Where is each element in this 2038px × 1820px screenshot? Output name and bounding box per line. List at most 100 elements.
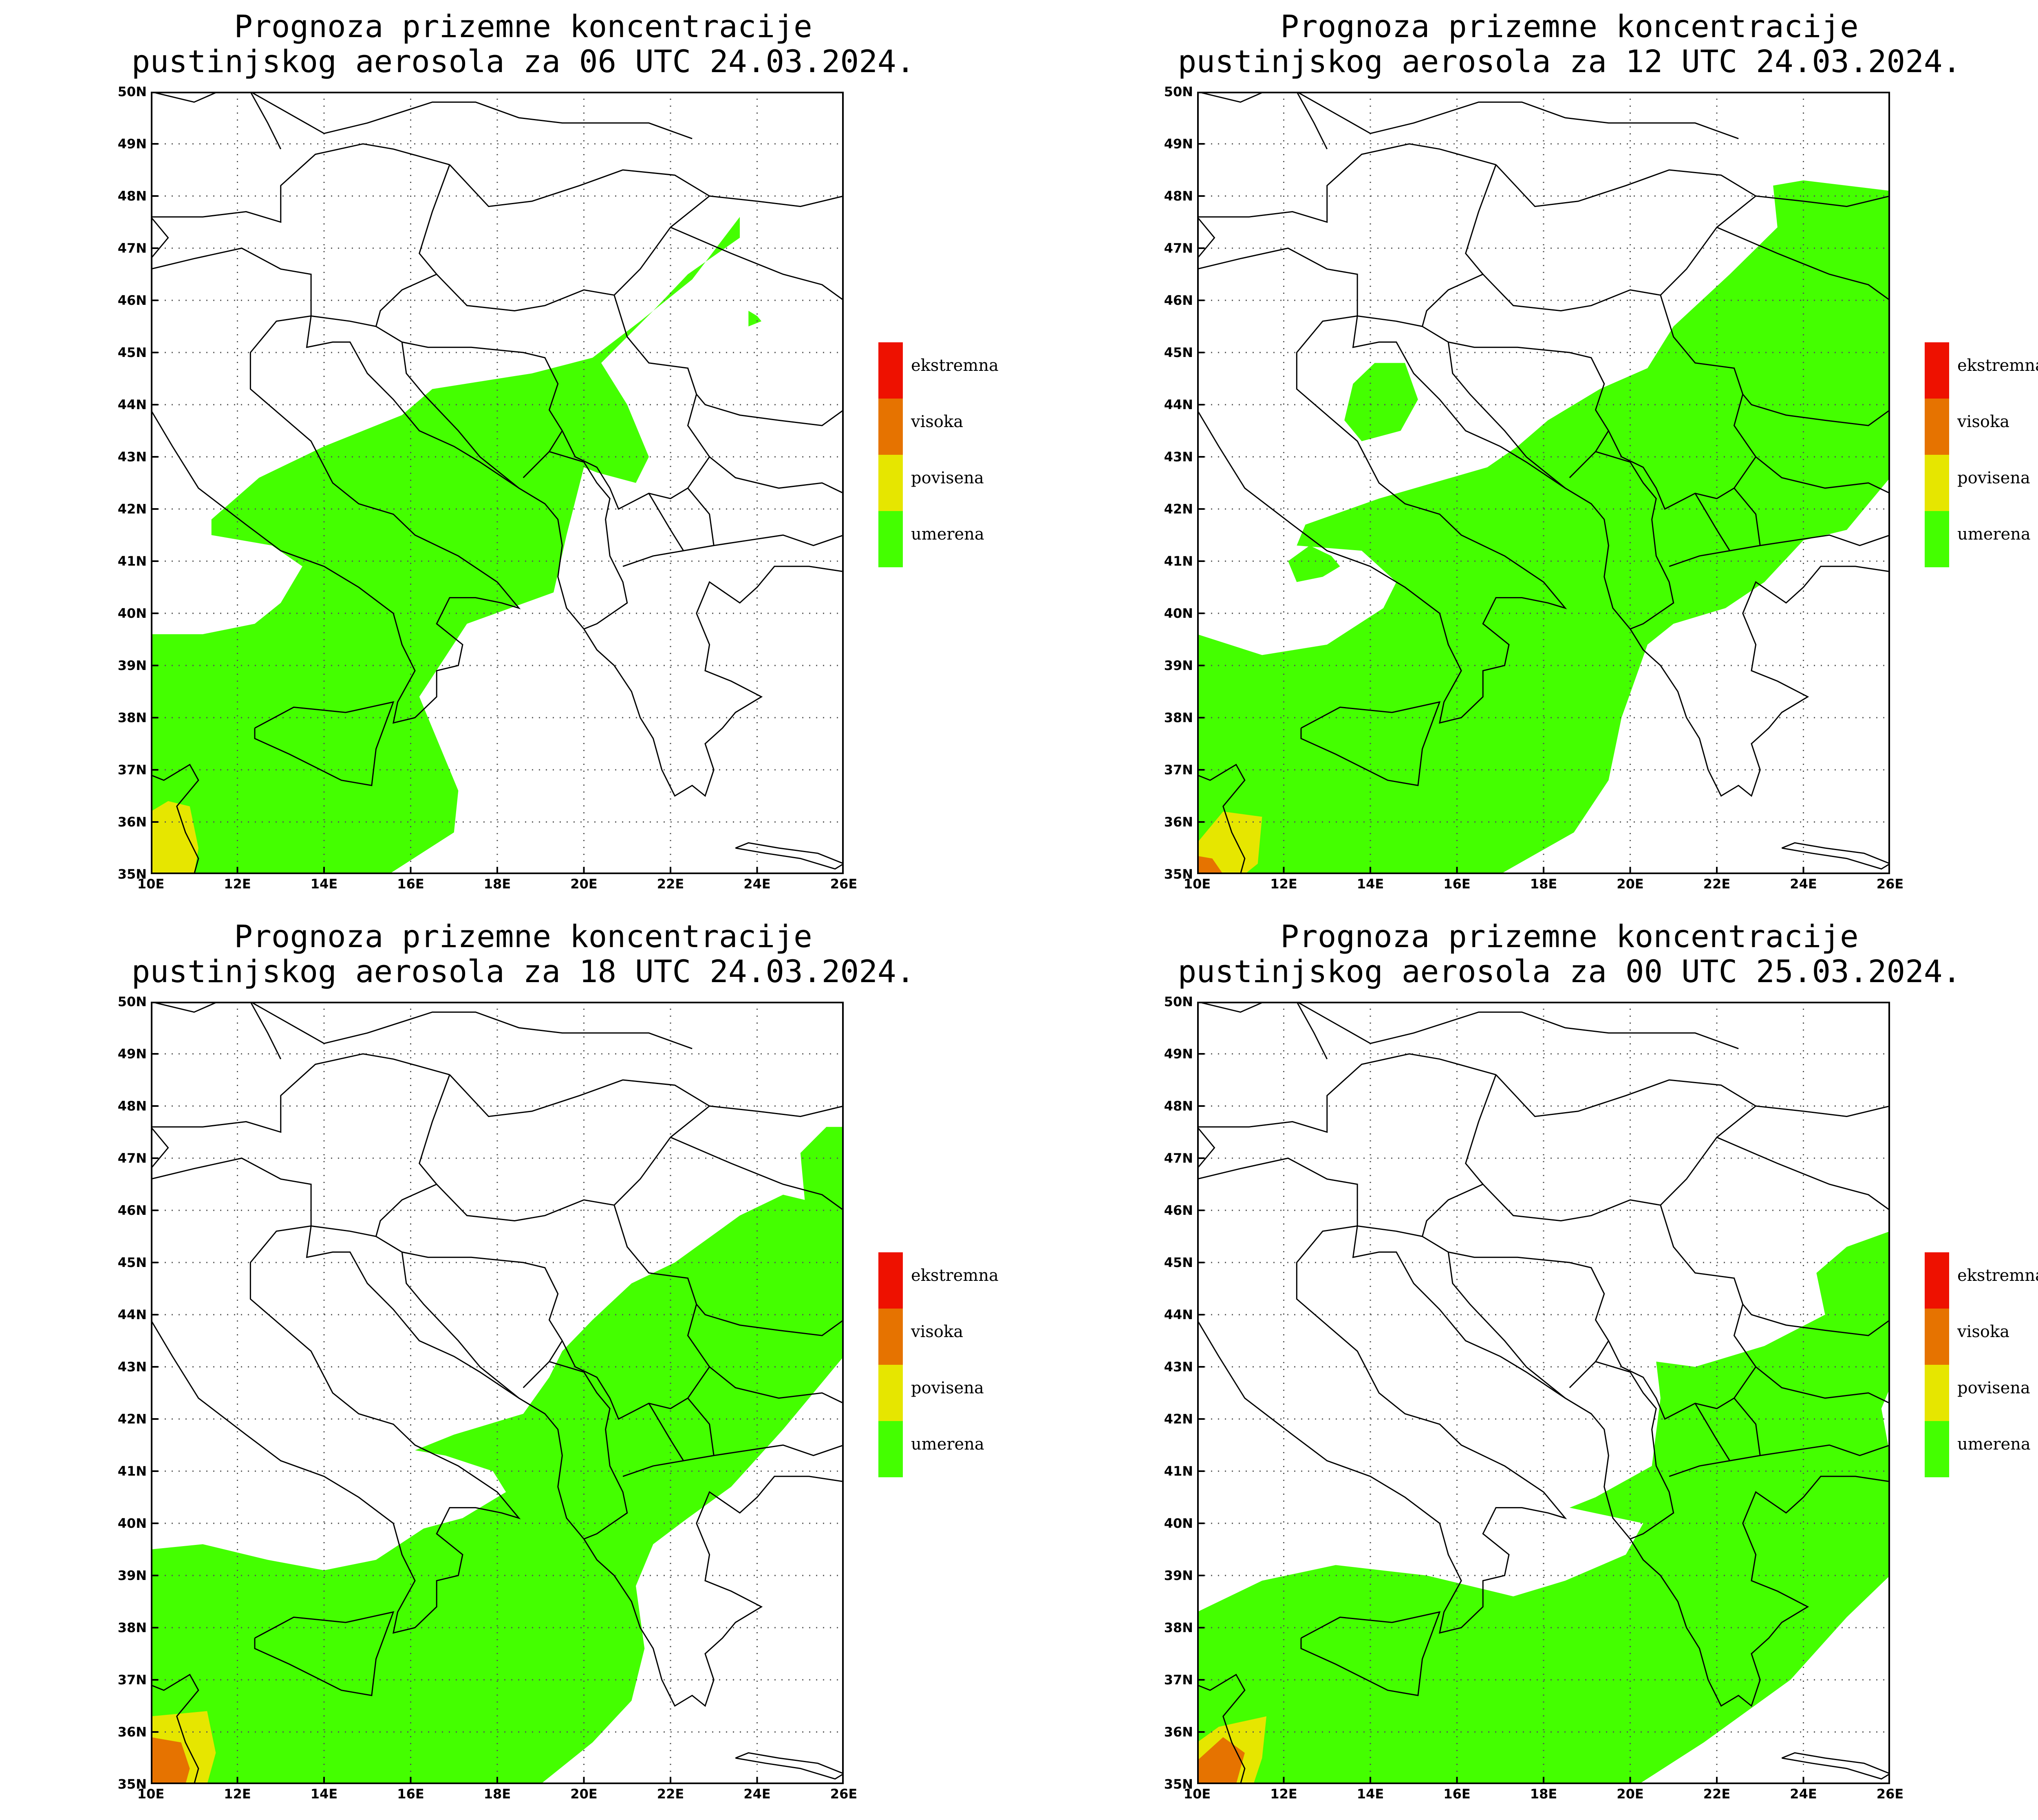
panel-title: Prognoza prizemne koncentracije pustinjs… [1046, 919, 2038, 989]
legend-label-visoka: visoka [1957, 1322, 2010, 1341]
coast-border-line [1716, 227, 1890, 301]
title-line-2: pustinjskog aerosola za 18 UTC 24.03.202… [131, 953, 915, 989]
coast-border-line [151, 1053, 450, 1133]
forecast-panel-12utc: Prognoza prizemne koncentracije pustinjs… [1046, 0, 2038, 910]
coast-border-line [1197, 1674, 1246, 1784]
forecast-map [151, 92, 844, 874]
title-line-2: pustinjskog aerosola za 06 UTC 24.03.202… [131, 43, 915, 79]
coast-border-line [306, 1226, 584, 1540]
panel-title: Prognoza prizemne koncentracije pustinjs… [1046, 9, 2038, 79]
title-line-2: pustinjskog aerosola za 12 UTC 24.03.202… [1178, 43, 1961, 79]
coast-border-line [687, 487, 715, 546]
coast-border-line [670, 227, 844, 301]
lat-tick-label: 44N [117, 1307, 147, 1322]
coast-border-line [1660, 1205, 1890, 1336]
region-visoka [151, 1737, 190, 1784]
panel-title: Prognoza prizemne koncentracije pustinjs… [0, 9, 1046, 79]
lat-tick-label: 35N [117, 866, 147, 882]
title-line-1: Prognoza prizemne koncentracije [1280, 8, 1859, 44]
forecast-map [151, 1002, 844, 1784]
lat-tick-label: 37N [117, 762, 147, 778]
coast-border-line [1694, 493, 1731, 551]
legend-label-povisena: povisena [911, 469, 984, 487]
coast-border-line [1755, 456, 1890, 494]
title-line-1: Prognoza prizemne koncentracije [234, 8, 812, 44]
coast-border-line [1357, 164, 1497, 327]
title-line-1: Prognoza prizemne koncentracije [234, 918, 812, 954]
coast-border-line [1755, 1366, 1890, 1404]
lat-tick-label: 35N [117, 1776, 147, 1792]
lon-tick-label: 26E [830, 876, 858, 892]
region-visoka [1197, 856, 1223, 874]
lat-tick-label: 40N [1164, 606, 1193, 621]
lat-tick-label: 49N [117, 136, 147, 152]
lat-tick-label: 36N [1164, 1724, 1193, 1740]
lon-tick-label: 16E [1443, 876, 1471, 892]
coast-border-line [151, 1126, 169, 1169]
coast-border-line [401, 1252, 520, 1399]
coast-border-line [1630, 566, 1890, 797]
coast-border-line [1296, 1002, 1739, 1049]
lat-tick-label: 38N [117, 710, 147, 725]
lat-tick-label: 43N [1164, 1359, 1193, 1375]
legend-label-umerena: umerena [911, 525, 984, 544]
legend-swatch-visoka [1925, 399, 1949, 455]
lon-tick-label: 12E [224, 1786, 251, 1802]
forecast-panel-06utc: Prognoza prizemne koncentracije pustinjs… [0, 0, 1046, 910]
legend-swatch-ekstremna [878, 342, 903, 399]
coast-border-line [549, 451, 628, 630]
coast-border-line [1447, 1252, 1566, 1399]
lon-tick-label: 26E [830, 1786, 858, 1802]
lon-tick-label: 20E [1617, 1786, 1644, 1802]
legend: ekstremna visoka povisena umerena [1925, 342, 2038, 567]
lat-tick-label: 39N [117, 658, 147, 673]
lat-tick-label: 35N [1164, 866, 1193, 882]
lon-tick-label: 26E [1876, 876, 1904, 892]
legend-swatch-visoka [878, 399, 903, 455]
region-visoka [1197, 1737, 1245, 1784]
lat-tick-label: 41N [117, 553, 147, 569]
lat-tick-label: 45N [117, 1255, 147, 1270]
coast-border-line [1197, 92, 1328, 150]
coast-border-line [306, 316, 584, 630]
coast-border-line [1630, 1476, 1890, 1707]
legend-swatch-visoka [1925, 1309, 1949, 1365]
legend-swatch-ekstremna [878, 1252, 903, 1309]
lat-tick-label: 39N [117, 1568, 147, 1583]
legend-label-ekstremna: ekstremna [911, 1266, 999, 1285]
lat-tick-label: 47N [117, 1150, 147, 1166]
lat-tick-label: 43N [1164, 449, 1193, 465]
coast-border-line [1197, 764, 1246, 874]
coast-border-line [151, 216, 169, 259]
lat-tick-label: 36N [117, 814, 147, 830]
coast-border-line [151, 1002, 282, 1060]
lat-tick-label: 42N [1164, 501, 1193, 517]
region-umerena [1344, 363, 1418, 441]
coast-border-line [583, 566, 844, 797]
lat-tick-label: 38N [1164, 710, 1193, 725]
legend-swatch-povisena [1925, 455, 1949, 511]
lat-tick-label: 46N [117, 1203, 147, 1218]
coast-border-line [151, 1674, 199, 1784]
coast-border-line [311, 164, 450, 327]
lat-tick-label: 40N [1164, 1516, 1193, 1531]
coast-border-line [1197, 1225, 1567, 1634]
lat-tick-label: 43N [117, 449, 147, 465]
coast-border-line [151, 143, 450, 223]
coast-border-line [1716, 1137, 1890, 1211]
forecast-map [1197, 1002, 1890, 1784]
lat-tick-label: 41N [1164, 1463, 1193, 1479]
coast-border-line [151, 1157, 312, 1226]
coast-border-line [1422, 1236, 1610, 1388]
lat-tick-label: 41N [117, 1463, 147, 1479]
region-povisena [1197, 811, 1262, 874]
coast-border-line [375, 1236, 563, 1388]
lon-tick-label: 12E [1270, 876, 1297, 892]
legend-label-visoka: visoka [1957, 412, 2010, 431]
legend-label-umerena: umerena [911, 1435, 984, 1454]
coast-border-line [1197, 315, 1567, 724]
legend-swatch-umerena [1925, 511, 1949, 567]
lon-tick-label: 20E [570, 876, 598, 892]
lon-tick-label: 14E [1356, 1786, 1384, 1802]
coast-border-line [1660, 295, 1890, 426]
